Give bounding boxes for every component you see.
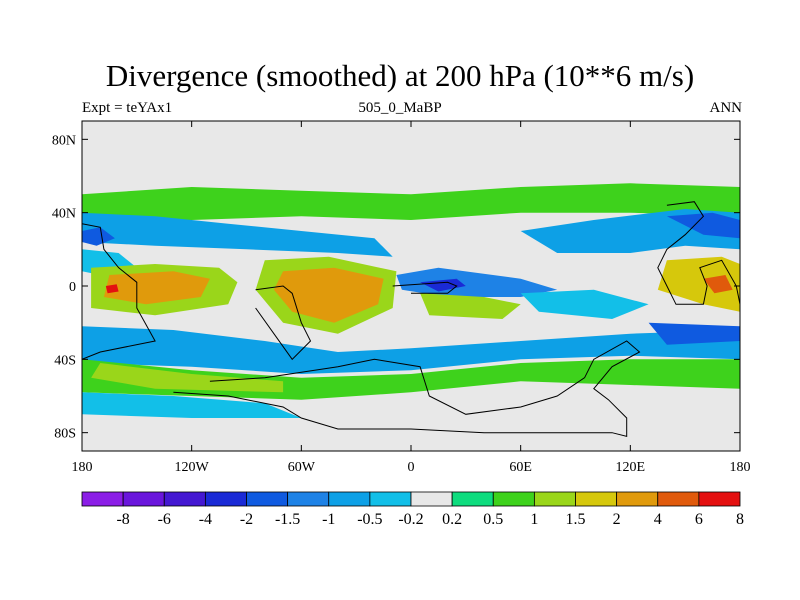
tropical-east-pacific-positive: [657, 256, 740, 312]
africa-positive: [420, 293, 521, 319]
x-tick-label: 0: [408, 460, 415, 475]
colorbar-label: 8: [736, 511, 744, 528]
tropical-west-pacific-core: [103, 271, 210, 305]
colorbar-swatch: [163, 491, 206, 507]
x-tick-label: 60E: [509, 460, 532, 475]
y-tick-label: 0: [69, 280, 76, 295]
southern-band-negative: [82, 326, 740, 374]
colorbar-label: -0.2: [398, 511, 423, 528]
x-tick-label: 60W: [288, 460, 316, 475]
south-america-outline: [255, 285, 312, 361]
americas-core: [273, 267, 384, 323]
colorbar-swatch: [122, 491, 165, 507]
colorbar-swatch: [451, 491, 494, 507]
chart-title: Divergence (smoothed) at 200 hPa (10**6 …: [105, 58, 695, 93]
colorbar-swatch: [616, 491, 659, 507]
colorbar-label: -6: [158, 511, 171, 528]
core-nh-negative-east: [666, 212, 740, 239]
colorbar-swatch: [287, 491, 330, 507]
africa-outline: [392, 281, 458, 294]
core-nh-negative-west: [82, 227, 115, 246]
colorbar-label: 6: [695, 511, 703, 528]
colorbar-swatch: [533, 491, 576, 507]
y-tick-label: 40S: [54, 353, 76, 368]
x-tick-label: 180: [72, 460, 93, 475]
colorbar-label: 4: [654, 511, 662, 528]
tropical-west-pacific-peak: [105, 284, 119, 294]
colorbar-swatch: [81, 491, 124, 507]
midlat-nh-negative: [82, 212, 393, 257]
y-tick-label: 80S: [54, 427, 76, 442]
colorbar-swatch: [204, 491, 247, 507]
colorbar-label: -1.5: [275, 511, 300, 528]
midlat-nh-band: [82, 183, 740, 224]
colorbar-swatch: [575, 491, 618, 507]
run-label: 505_0_MaBP: [358, 100, 442, 116]
north-america-outline: [82, 223, 156, 360]
colorbar-swatch: [246, 491, 289, 507]
tropical-east-pacific-core: [703, 275, 733, 294]
southern-positive-core: [91, 363, 284, 393]
x-tick-label: 180: [730, 460, 751, 475]
y-tick-label: 80N: [52, 133, 76, 148]
colorbar-label: 0.2: [442, 511, 462, 528]
colorbar-swatch: [698, 491, 741, 507]
antarctica-outline: [173, 340, 641, 437]
asia-outline: [657, 201, 740, 305]
southern-band-negative-core: [648, 322, 740, 345]
colorbar-label: -4: [199, 511, 212, 528]
colorbar-swatch: [328, 491, 371, 507]
colorbar-label: 2: [613, 511, 621, 528]
experiment-label: Expt = teYAx1: [82, 100, 173, 116]
atlantic-negative-core: [420, 278, 466, 292]
indian-ocean-negative: [520, 289, 649, 319]
colorbar-swatch: [410, 491, 453, 507]
colorbar-swatch: [657, 491, 700, 507]
x-tick-label: 120E: [616, 460, 646, 475]
y-tick-label: 40N: [52, 207, 76, 222]
subpolar-south-negative: [82, 392, 302, 418]
colorbar-swatch: [492, 491, 535, 507]
season-label: ANN: [709, 100, 743, 116]
x-tick-label: 120W: [175, 460, 210, 475]
colorbar-label: -2: [240, 511, 253, 528]
colorbar-label: -0.5: [357, 511, 382, 528]
colorbar-label: -1: [322, 511, 335, 528]
colorbar-label: -8: [116, 511, 129, 528]
colorbar-label: 1.5: [566, 511, 586, 528]
colorbar-label: 0.5: [483, 511, 503, 528]
colorbar-swatch: [369, 491, 412, 507]
colorbar-label: 1: [530, 511, 538, 528]
